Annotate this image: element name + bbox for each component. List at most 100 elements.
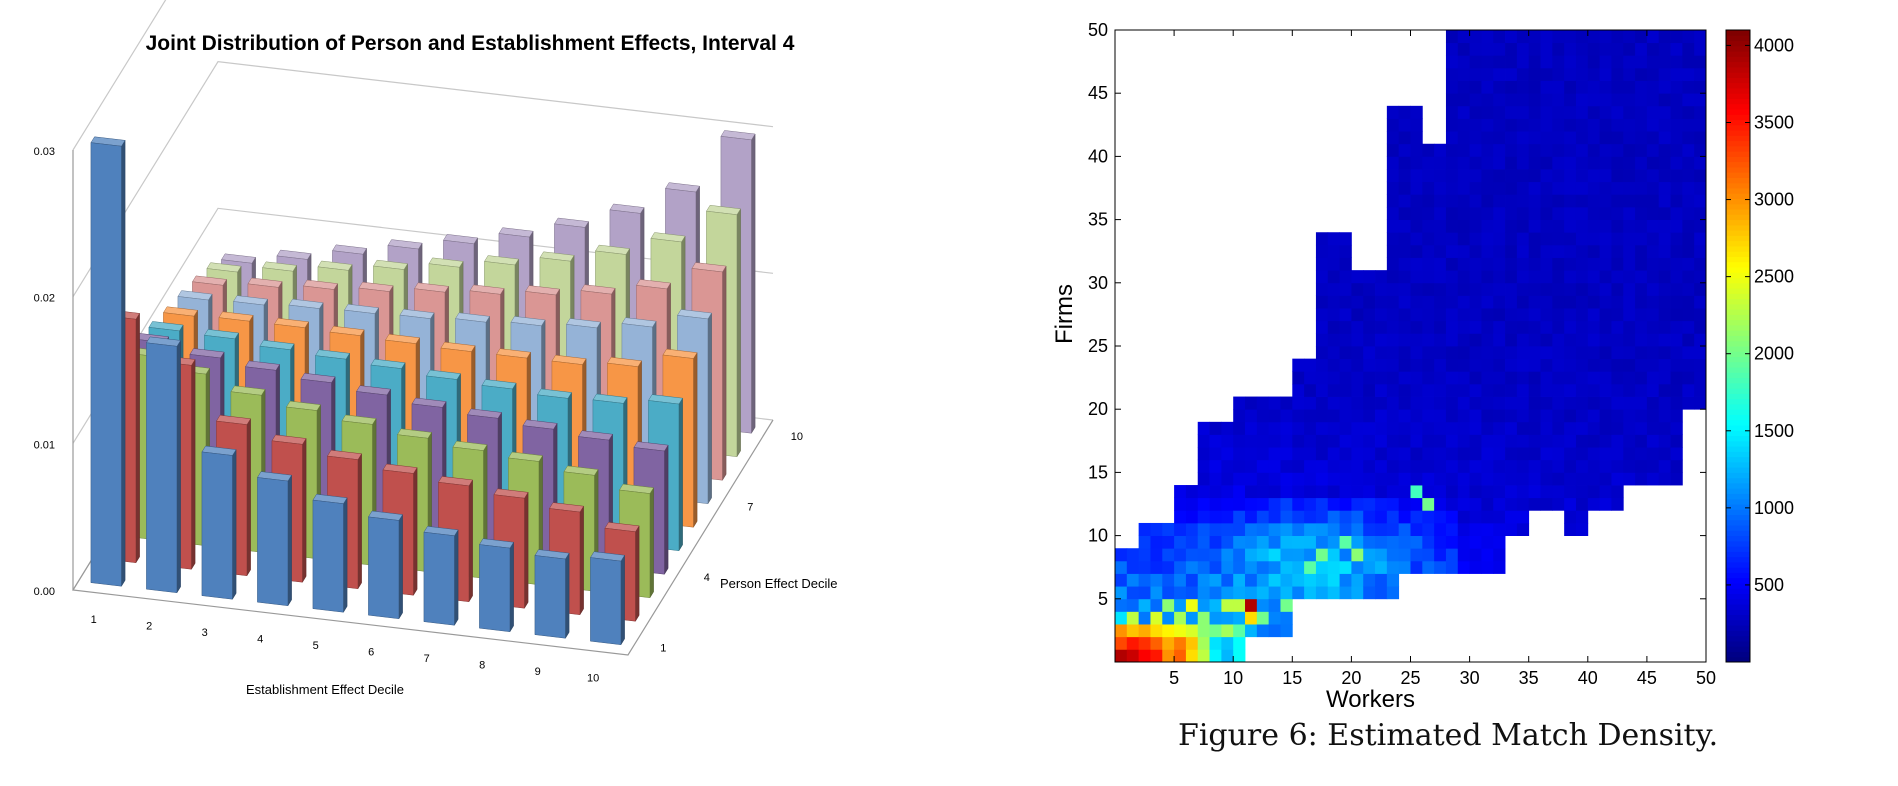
- heatmap-cell: [1256, 624, 1270, 638]
- heatmap-cell: [1493, 308, 1506, 322]
- colorbar-segment: [1726, 598, 1750, 605]
- heatmap-cell: [1564, 295, 1577, 309]
- heatmap-cell: [1481, 472, 1494, 486]
- heatmap-cell: [1564, 206, 1577, 220]
- heatmap-cell: [1422, 447, 1435, 461]
- heatmap-cell: [1197, 459, 1210, 473]
- y-tick-label: 1: [660, 642, 666, 654]
- heatmap-cell: [1564, 67, 1577, 81]
- heatmap-cell: [1516, 270, 1530, 284]
- heatmap-cell: [1599, 181, 1612, 195]
- heatmap-cell: [1587, 409, 1601, 423]
- heatmap-cell: [1363, 333, 1376, 347]
- bar: [312, 493, 348, 614]
- heatmap-cell: [1516, 497, 1530, 511]
- heatmap-cell: [1635, 67, 1648, 81]
- heatmap-cell: [1315, 383, 1329, 397]
- y-tick-label: 40: [1088, 146, 1108, 166]
- heatmap-cell: [1410, 333, 1423, 347]
- heatmap-cell: [1315, 282, 1329, 296]
- heatmap-cell: [1233, 472, 1246, 486]
- heatmap-cell: [1516, 522, 1530, 536]
- heatmap-cell: [1315, 333, 1329, 347]
- heatmap-cell: [1304, 358, 1317, 372]
- heatmap-cell: [1528, 358, 1541, 372]
- heatmap-cell: [1126, 598, 1140, 612]
- heatmap-cell: [1162, 573, 1175, 587]
- heatmap-cell: [1434, 270, 1447, 284]
- heatmap-cell: [1670, 42, 1683, 56]
- colorbar-segment: [1726, 382, 1750, 389]
- x-tick-label: 2: [146, 620, 152, 632]
- heatmap-cell: [1363, 383, 1376, 397]
- heatmap-cell: [1646, 156, 1660, 170]
- heatmap-cell: [1552, 421, 1565, 435]
- heatmap-cell: [1658, 371, 1671, 385]
- heatmap-cell: [1635, 270, 1648, 284]
- heatmap-cell: [1315, 257, 1329, 271]
- heatmap-cell: [1209, 636, 1222, 650]
- colorbar-segment: [1726, 98, 1750, 105]
- heatmap-cell: [1682, 194, 1695, 208]
- colorbar-segment: [1726, 604, 1750, 610]
- heatmap-cell: [1469, 346, 1482, 360]
- heatmap-cell: [1516, 232, 1530, 246]
- heatmap-cell: [1351, 522, 1364, 536]
- heatmap-cell: [1445, 522, 1459, 536]
- colorbar-segment: [1726, 372, 1750, 379]
- heatmap-cell: [1540, 105, 1553, 119]
- heatmap-cell: [1256, 548, 1270, 562]
- heatmap-cell: [1469, 169, 1482, 183]
- heatmap-cell: [1575, 522, 1589, 536]
- colorbar-tick-label: 500: [1754, 575, 1784, 595]
- heatmap-cell: [1552, 308, 1565, 322]
- heatmap-cell: [1469, 42, 1482, 56]
- colorbar-segment: [1726, 319, 1750, 326]
- heatmap-cell: [1552, 447, 1565, 461]
- x-axis-label: Workers: [1326, 686, 1415, 713]
- heatmap-cell: [1327, 295, 1340, 309]
- heatmap-cell: [1493, 257, 1506, 271]
- heatmap-cell: [1646, 55, 1660, 69]
- heatmap-cell: [1339, 232, 1352, 246]
- heatmap-cell: [1528, 346, 1541, 360]
- heatmap-cell: [1646, 396, 1660, 410]
- heatmap-cell: [1516, 143, 1530, 157]
- heatmap-cell: [1646, 257, 1660, 271]
- heatmap-cell: [1351, 320, 1364, 334]
- heatmap-cell: [1646, 219, 1660, 233]
- heatmap-cell: [1339, 358, 1352, 372]
- colorbar-segment: [1726, 440, 1750, 447]
- heatmap-cell: [1268, 611, 1281, 625]
- heatmap-cell: [1422, 522, 1435, 536]
- heatmap-cell: [1611, 358, 1624, 372]
- heatmap-cell: [1398, 118, 1411, 132]
- heatmap-cell: [1635, 409, 1648, 423]
- colorbar-segment: [1726, 340, 1750, 347]
- heatmap-cell: [1185, 497, 1199, 511]
- heatmap-cell: [1599, 257, 1612, 271]
- heatmap-cell: [1457, 497, 1470, 511]
- heatmap-cell: [1410, 346, 1423, 360]
- colorbar-segment: [1726, 314, 1750, 321]
- heatmap-cell: [1245, 447, 1258, 461]
- heatmap-cell: [1493, 105, 1506, 119]
- heatmap-cell: [1457, 548, 1470, 562]
- heatmap-cell: [1422, 156, 1435, 170]
- heatmap-cell: [1398, 333, 1411, 347]
- heatmap-cell: [1410, 447, 1423, 461]
- heatmap-cell: [1587, 485, 1601, 499]
- heatmap-cell: [1552, 181, 1565, 195]
- heatmap-cell: [1658, 169, 1671, 183]
- colorbar-tick-label: 1000: [1754, 498, 1794, 518]
- grid-line: [72, 0, 167, 151]
- colorbar-segment: [1726, 504, 1750, 510]
- heatmap-cell: [1658, 244, 1671, 258]
- heatmap-cell: [1327, 510, 1340, 524]
- heatmap-cell: [1528, 434, 1541, 448]
- heatmap-cell: [1575, 282, 1589, 296]
- colorbar-segment: [1726, 119, 1750, 126]
- heatmap-cell: [1422, 169, 1435, 183]
- heatmap-cell: [1682, 80, 1695, 94]
- heatmap-cell: [1635, 143, 1648, 157]
